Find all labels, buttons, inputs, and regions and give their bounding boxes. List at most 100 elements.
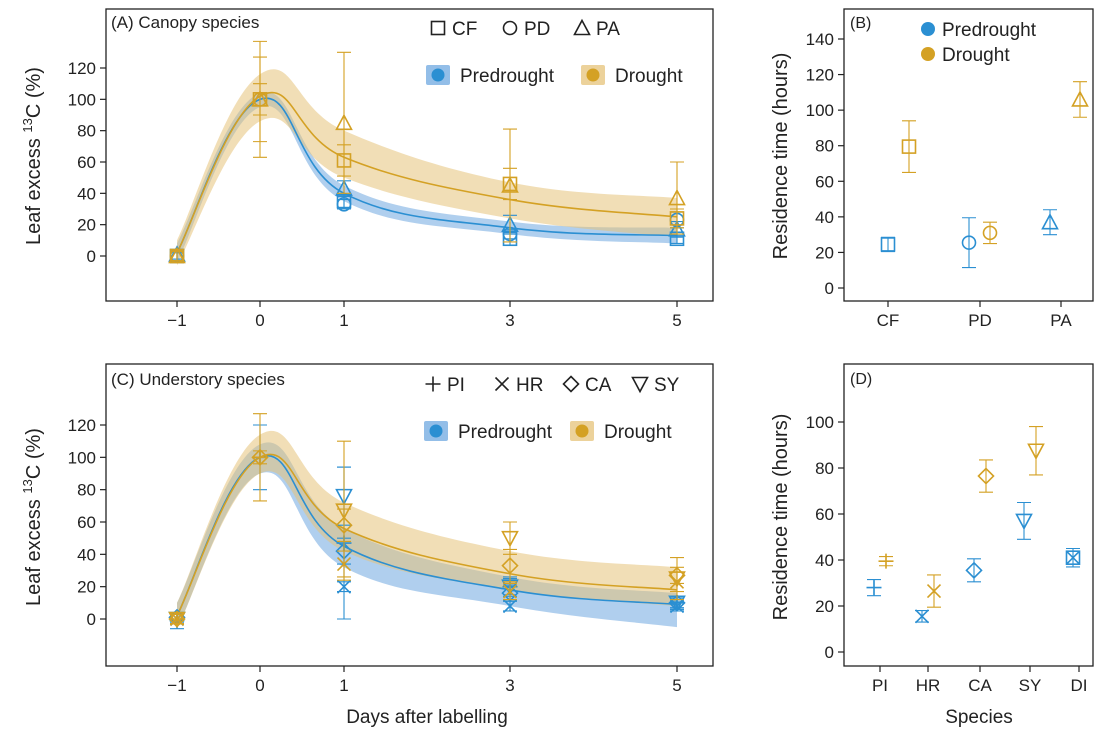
x-tick-label: 5 — [672, 311, 681, 330]
y-tick-label: 20 — [815, 597, 834, 616]
error-bar — [962, 217, 976, 269]
shape-legend-label: PA — [596, 19, 620, 40]
data-point-sy — [1015, 513, 1033, 531]
error-bar — [979, 459, 993, 493]
panel-c-y-axis: 0 20 40 60 80 100 120 — [68, 416, 106, 629]
y-tick-label: 40 — [77, 184, 96, 203]
y-tick-label: 140 — [806, 30, 834, 49]
diamond-legend-marker — [562, 375, 580, 393]
data-point-pa — [501, 176, 519, 193]
y-tick-label: 100 — [806, 101, 834, 120]
cross-legend-marker — [494, 376, 510, 392]
error-bar — [337, 440, 351, 581]
error-bar — [170, 250, 184, 262]
x-tick-label: DI — [1071, 676, 1088, 695]
error-bar — [337, 51, 351, 194]
y-tick-label: 60 — [815, 172, 834, 191]
panel-b-y-axis: 0 20 40 60 80 100 120 140 — [806, 30, 844, 298]
error-bar — [1073, 81, 1087, 118]
confidence-band-drought — [177, 69, 677, 266]
panel-a-ylabel: Leaf excess 13C (%) — [20, 67, 45, 245]
square-legend-marker — [430, 20, 446, 36]
y-tick-label: 20 — [77, 578, 96, 597]
y-tick-label: 120 — [68, 416, 96, 435]
y-tick-label: 120 — [806, 66, 834, 85]
y-tick-label: 120 — [68, 59, 96, 78]
panel-c-color-legend: Predrought Drought — [424, 421, 672, 443]
x-tick-label: SY — [1019, 676, 1042, 695]
panel-d-ylabel: Residence time (hours) — [770, 414, 792, 621]
error-bar — [983, 221, 997, 245]
y-tick-label: 60 — [77, 153, 96, 172]
data-point-hr — [336, 579, 352, 594]
y-tick-label: 40 — [815, 208, 834, 227]
y-tick-label: 20 — [815, 243, 834, 262]
legend-dot-predrought — [429, 424, 443, 438]
data-point-hr — [914, 609, 930, 624]
x-tick-label: 1 — [339, 676, 348, 695]
x-tick-label: PA — [1050, 311, 1072, 330]
panel-a-color-legend: Predrought Drought — [426, 65, 683, 87]
panel-b-color-legend: Predrought Drought — [921, 20, 1037, 66]
y-tick-label: 60 — [815, 505, 834, 524]
data-point-di — [1065, 550, 1081, 565]
shape-legend-label: PD — [524, 19, 550, 40]
panel-d-y-axis: 0 20 40 60 80 100 — [806, 413, 844, 662]
x-tick-label: −1 — [167, 676, 186, 695]
error-bar — [503, 128, 517, 243]
data-point-ca — [501, 584, 519, 602]
panel-c-xlabel: Days after labelling — [346, 707, 508, 728]
y-tick-label: 100 — [68, 90, 96, 109]
panel-a-x-axis: −1 0 1 3 5 — [167, 301, 682, 330]
y-tick-label: 100 — [68, 448, 96, 467]
color-legend-label: Predrought — [460, 66, 555, 87]
y-tick-label: 0 — [825, 279, 834, 298]
data-point-pa — [168, 246, 186, 264]
triangle-down-legend-marker — [631, 376, 649, 394]
panel-b-title: (B) — [850, 15, 871, 32]
data-point-pa — [1071, 90, 1089, 107]
x-tick-label: −1 — [167, 311, 186, 330]
panel-a-frame — [105, 8, 714, 302]
x-tick-label: 1 — [339, 311, 348, 330]
triangle-up-legend-marker — [573, 18, 591, 36]
color-legend-label: Drought — [604, 422, 672, 443]
color-legend-label: Drought — [615, 66, 683, 87]
data-point-pd — [982, 225, 998, 241]
data-point-pi — [866, 580, 882, 596]
data-point-pi — [878, 553, 894, 569]
data-point-cf — [901, 139, 917, 154]
y-tick-label: 80 — [815, 459, 834, 478]
panel-a-title: (A) Canopy species — [111, 13, 259, 32]
error-bar — [253, 40, 267, 158]
error-bar — [503, 521, 517, 555]
y-tick-label: 80 — [77, 122, 96, 141]
y-tick-label: 80 — [815, 137, 834, 156]
x-tick-label: 3 — [505, 311, 514, 330]
shape-legend-label: PI — [447, 375, 465, 396]
x-tick-label: 0 — [255, 311, 264, 330]
error-bar — [670, 557, 684, 601]
panel-c-shape-legend: PI HR CA SY — [425, 375, 680, 396]
panel-a: (A) Canopy species CF PD PA Predrought Drou… — [20, 8, 714, 330]
legend-dot-predrought — [921, 22, 935, 36]
x-tick-label: PD — [968, 311, 992, 330]
error-bar — [1017, 501, 1031, 540]
panel-d: (D) PI HR CA SY DI 0 20 40 60 80 100 Residence ti… — [770, 363, 1094, 728]
data-point-sy — [501, 530, 519, 548]
panel-c-frame — [105, 363, 714, 667]
panel-d-title: (D) — [850, 371, 872, 388]
x-tick-label: CF — [877, 311, 900, 330]
legend-dot-drought — [921, 47, 935, 61]
y-tick-label: 0 — [825, 643, 834, 662]
panel-a-y-axis: 0 20 40 60 80 100 120 — [68, 59, 106, 266]
error-bar — [1029, 426, 1043, 476]
data-point-ca — [965, 561, 983, 579]
data-point-sy — [1027, 443, 1045, 460]
data-point-ca — [501, 557, 519, 575]
data-point-pa — [1041, 212, 1059, 230]
panel-c: (C) Understory species PI HR CA SY Predroug… — [20, 363, 714, 728]
color-legend-label: Drought — [942, 45, 1010, 66]
panel-a-shape-legend: CF PD PA — [430, 18, 620, 40]
